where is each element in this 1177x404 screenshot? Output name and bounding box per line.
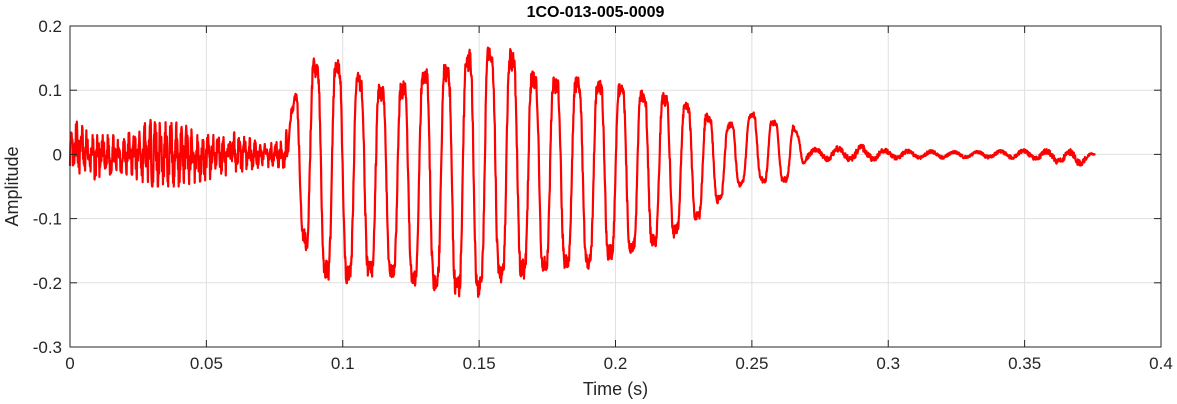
y-tick-label: 0.2 bbox=[38, 17, 62, 36]
y-axis-title: Amplitude bbox=[2, 146, 22, 226]
y-tick-label: 0.1 bbox=[38, 81, 62, 100]
y-axis-ticks: -0.3 -0.2 -0.1 0 0.1 0.2 bbox=[33, 17, 1161, 357]
x-tick-label: 0.05 bbox=[190, 354, 223, 373]
x-tick-label: 0.2 bbox=[604, 354, 628, 373]
x-tick-label: 0.15 bbox=[463, 354, 496, 373]
x-tick-label: 0.35 bbox=[1008, 354, 1041, 373]
x-tick-label: 0.1 bbox=[331, 354, 355, 373]
chart-title: 1CO-013-005-0009 bbox=[527, 4, 665, 21]
x-tick-label: 0.25 bbox=[735, 354, 768, 373]
x-tick-label: 0 bbox=[65, 354, 74, 373]
x-tick-label: 0.4 bbox=[1149, 354, 1173, 373]
x-axis-ticks: 0 0.05 0.1 0.15 0.2 0.25 0.3 0.35 0.4 bbox=[65, 26, 1173, 373]
signal-line bbox=[68, 46, 1097, 298]
y-tick-label: -0.3 bbox=[33, 338, 62, 357]
x-tick-label: 0.3 bbox=[876, 354, 900, 373]
y-tick-label: 0 bbox=[53, 145, 62, 164]
x-axis-title: Time (s) bbox=[583, 379, 648, 399]
y-tick-label: -0.2 bbox=[33, 274, 62, 293]
y-tick-label: -0.1 bbox=[33, 210, 62, 229]
